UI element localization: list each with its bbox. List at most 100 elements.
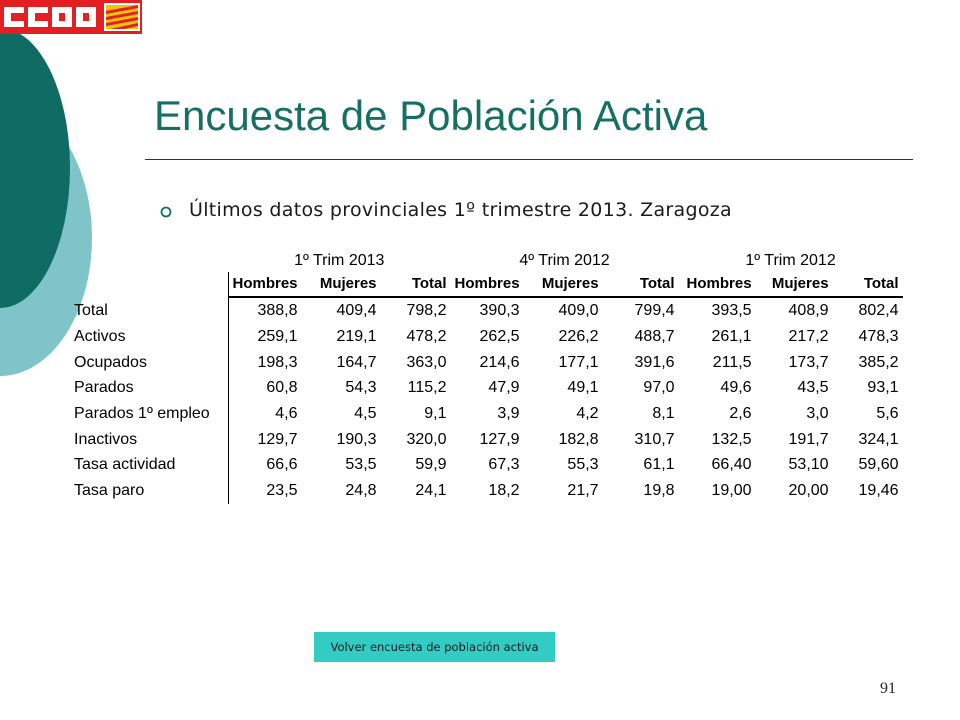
table-cell: 4,5 bbox=[354, 405, 377, 423]
group-header: 1º Trim 2013 bbox=[294, 252, 385, 269]
table-cell: 478,2 bbox=[406, 328, 447, 346]
table-row: Ocupados 198,3 164,7 363,0 214,6 177,1 3… bbox=[70, 349, 903, 376]
table-cell: 802,4 bbox=[858, 302, 899, 320]
table-cell: 390,3 bbox=[479, 302, 520, 320]
table-cell: 409,0 bbox=[558, 302, 599, 320]
table-cell: 93,1 bbox=[867, 379, 899, 397]
table-cell: 66,6 bbox=[227, 452, 302, 478]
table-cell: 8,1 bbox=[652, 405, 675, 423]
back-to-epa-button[interactable]: Volver encuesta de población activa bbox=[314, 632, 555, 662]
table-cell: 4,6 bbox=[227, 400, 302, 427]
table-cell: 24,8 bbox=[345, 482, 377, 500]
table-row: Tasa actividad 66,6 53,5 59,9 67,3 55,3 … bbox=[70, 452, 903, 478]
row-label: Total bbox=[74, 301, 108, 319]
column-header: Mujeres bbox=[523, 272, 603, 298]
ccoo-logo bbox=[0, 0, 142, 34]
table-cell: 488,7 bbox=[634, 328, 675, 346]
table-cell: 385,2 bbox=[858, 353, 899, 371]
table-cell: 21,7 bbox=[567, 482, 599, 500]
table-cell: 47,9 bbox=[488, 379, 520, 397]
table-cell: 211,5 bbox=[712, 353, 752, 371]
column-header-row: Hombres Mujeres Total Hombres Mujeres To… bbox=[70, 272, 903, 298]
table-cell: 61,1 bbox=[643, 456, 675, 474]
table-cell: 66,40 bbox=[711, 456, 752, 474]
table-cell: 219,1 bbox=[336, 328, 377, 346]
table-cell: 97,0 bbox=[643, 379, 675, 397]
table-row: Total 388,8 409,4 798,2 390,3 409,0 799,… bbox=[70, 297, 903, 324]
table-cell: 363,0 bbox=[406, 353, 447, 371]
row-label: Parados bbox=[74, 379, 134, 397]
table-cell: 43,5 bbox=[797, 379, 829, 397]
row-label: Parados 1º empleo bbox=[74, 405, 210, 423]
table-cell: 408,9 bbox=[788, 302, 829, 320]
column-header: Hombres bbox=[227, 272, 302, 298]
table-cell: 177,1 bbox=[558, 353, 599, 371]
column-header: Total bbox=[832, 272, 903, 298]
table-cell: 60,8 bbox=[227, 375, 302, 401]
table-cell: 393,5 bbox=[711, 302, 752, 320]
table-cell: 391,6 bbox=[634, 353, 675, 371]
group-header-row: 1º Trim 2013 4º Trim 2012 1º Trim 2012 bbox=[70, 250, 903, 272]
table-cell: 54,3 bbox=[345, 379, 377, 397]
column-header: Total bbox=[380, 272, 451, 298]
table-cell: 198,3 bbox=[227, 349, 302, 376]
table-cell: 59,60 bbox=[858, 456, 899, 474]
table-row: Parados 1º empleo 4,6 4,5 9,1 3,9 4,2 8,… bbox=[70, 400, 903, 427]
table-cell: 164,7 bbox=[336, 353, 377, 371]
table-cell: 190,3 bbox=[336, 430, 377, 448]
column-header: Mujeres bbox=[301, 272, 381, 298]
table-cell: 324,1 bbox=[858, 430, 899, 448]
table-cell: 214,6 bbox=[479, 353, 520, 371]
table-cell: 9,1 bbox=[424, 405, 447, 423]
table-cell: 55,3 bbox=[567, 456, 599, 474]
table-cell: 18,2 bbox=[488, 482, 520, 500]
table-cell: 259,1 bbox=[227, 323, 302, 350]
table-cell: 115,2 bbox=[407, 379, 447, 397]
row-label: Tasa paro bbox=[74, 482, 145, 500]
row-label: Tasa actividad bbox=[74, 456, 176, 474]
table-cell: 49,6 bbox=[720, 379, 752, 397]
group-header: 4º Trim 2012 bbox=[519, 252, 610, 269]
subtitle-bullet-text: Últimos datos provinciales 1º trimestre … bbox=[189, 199, 732, 221]
table-cell: 191,7 bbox=[788, 430, 829, 448]
table-cell: 226,2 bbox=[558, 328, 599, 346]
corner-cell bbox=[70, 250, 228, 272]
dark-teal-circle bbox=[0, 28, 70, 308]
table-cell: 388,8 bbox=[227, 297, 302, 324]
table-cell: 53,5 bbox=[345, 456, 377, 474]
table-row: Activos 259,1 219,1 478,2 262,5 226,2 48… bbox=[70, 323, 903, 350]
table-cell: 217,2 bbox=[788, 328, 829, 346]
table-cell: 409,4 bbox=[336, 302, 377, 320]
table-cell: 132,5 bbox=[711, 430, 752, 448]
table-cell: 67,3 bbox=[488, 456, 520, 474]
table-cell: 127,9 bbox=[479, 430, 520, 448]
table-cell: 4,2 bbox=[576, 405, 599, 423]
background-decoration bbox=[0, 28, 92, 376]
table-cell: 53,10 bbox=[788, 456, 829, 474]
table-cell: 2,6 bbox=[729, 405, 752, 423]
row-label: Inactivos bbox=[74, 430, 138, 448]
table-cell: 49,1 bbox=[567, 379, 599, 397]
title-divider bbox=[145, 159, 913, 160]
column-header: Hombres bbox=[450, 272, 524, 298]
table-cell: 261,1 bbox=[711, 328, 752, 346]
table-cell: 20,00 bbox=[788, 482, 829, 500]
table-cell: 59,9 bbox=[415, 456, 447, 474]
table-cell: 129,7 bbox=[227, 426, 302, 453]
table-cell: 262,5 bbox=[479, 328, 520, 346]
epa-data-table: 1º Trim 2013 4º Trim 2012 1º Trim 2012 H… bbox=[70, 250, 903, 504]
table-cell: 798,2 bbox=[406, 302, 447, 320]
table-cell: 799,4 bbox=[634, 302, 675, 320]
group-header: 1º Trim 2012 bbox=[745, 252, 836, 269]
column-header: Total bbox=[602, 272, 679, 298]
table-row: Parados 60,8 54,3 115,2 47,9 49,1 97,0 4… bbox=[70, 375, 903, 401]
table-cell: 5,6 bbox=[876, 405, 899, 423]
slide-title: Encuesta de Población Activa bbox=[154, 92, 708, 139]
table-cell: 310,7 bbox=[634, 430, 675, 448]
table-cell: 3,0 bbox=[806, 405, 829, 423]
table-cell: 24,1 bbox=[415, 482, 447, 500]
table-cell: 320,0 bbox=[406, 430, 447, 448]
column-header: Hombres bbox=[678, 272, 756, 298]
table-cell: 182,8 bbox=[558, 430, 599, 448]
row-label: Ocupados bbox=[74, 353, 147, 371]
